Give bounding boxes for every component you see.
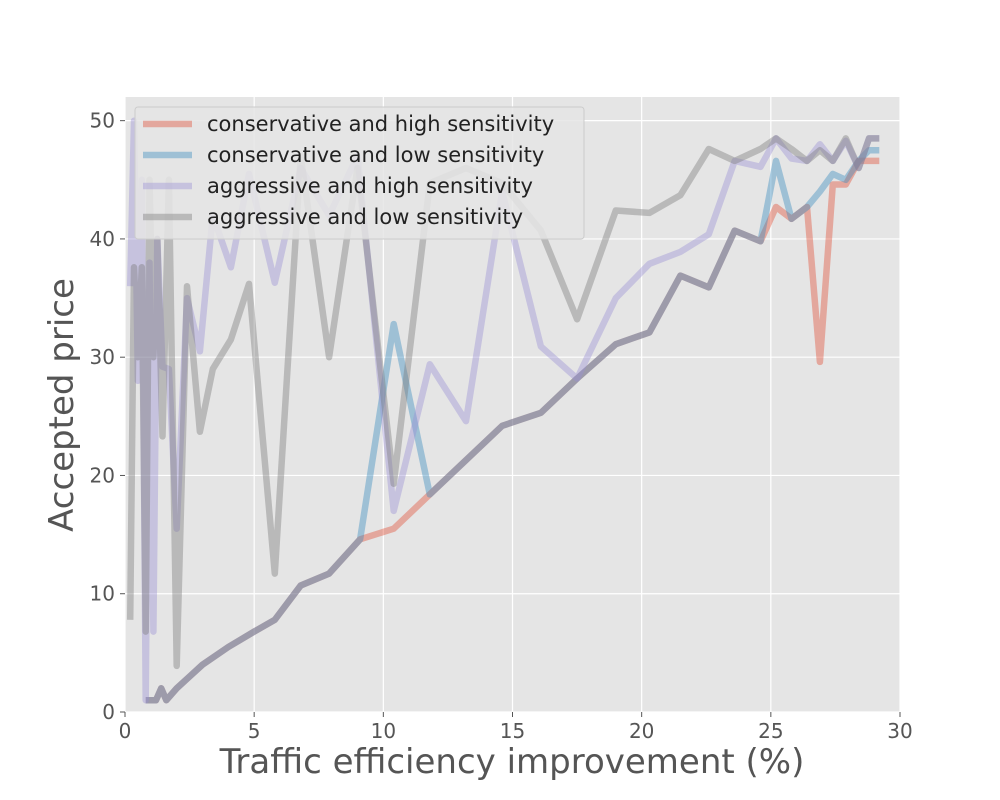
- x-axis-ticks: 0 5 10 15 20 25 30: [119, 712, 913, 743]
- x-tick-label: 15: [500, 719, 525, 743]
- series-line-3: [126, 117, 880, 704]
- series-line-2: [145, 146, 880, 704]
- y-tick-label: 50: [90, 109, 115, 133]
- y-axis-ticks: 0 10 20 30 40 50: [90, 109, 125, 724]
- legend-label: conservative and high sensitivity: [207, 112, 554, 136]
- series-line-1: [145, 157, 880, 704]
- series-lines: [126, 117, 880, 704]
- y-tick-label: 30: [90, 345, 115, 369]
- legend: conservative and high sensitivity conserv…: [134, 106, 585, 240]
- x-tick-label: 10: [371, 719, 396, 743]
- x-tick-label: 20: [629, 719, 654, 743]
- x-axis-label: Traffic efficiency improvement (%): [219, 742, 805, 782]
- x-tick-label: 25: [758, 719, 783, 743]
- x-tick-label: 5: [248, 719, 261, 743]
- legend-label: aggressive and high sensitivity: [207, 174, 533, 198]
- y-tick-label: 20: [90, 463, 115, 487]
- y-tick-label: 40: [90, 227, 115, 251]
- y-axis-label: Accepted price: [42, 278, 82, 532]
- x-tick-label: 30: [887, 719, 912, 743]
- y-tick-label: 0: [102, 700, 115, 724]
- legend-box: [134, 106, 585, 240]
- x-tick-label: 0: [119, 719, 132, 743]
- legend-label: aggressive and low sensitivity: [207, 205, 523, 229]
- y-tick-label: 10: [90, 582, 115, 606]
- legend-label: conservative and low sensitivity: [207, 143, 544, 167]
- series-line-4: [126, 135, 880, 670]
